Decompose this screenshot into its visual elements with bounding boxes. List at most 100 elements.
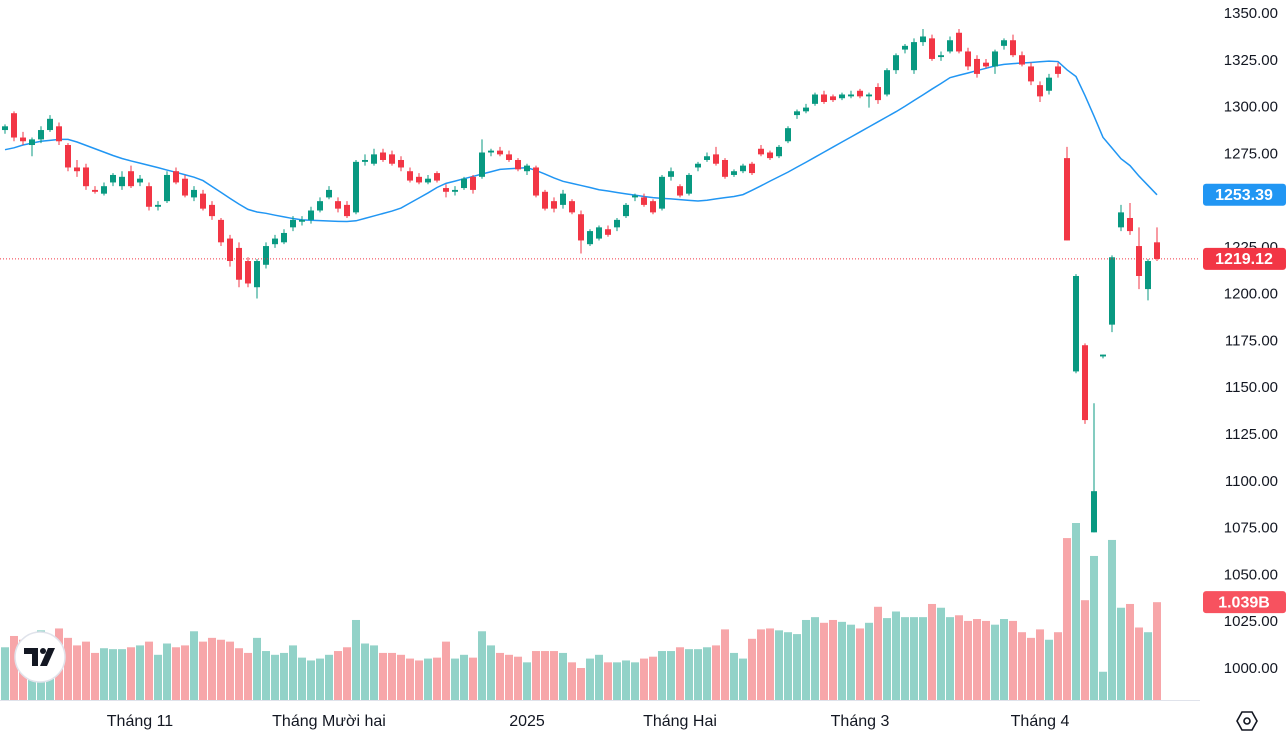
- candle-body: [1136, 246, 1142, 276]
- volume-bar: [982, 620, 990, 700]
- volume-bar: [280, 652, 288, 700]
- volume-bar: [100, 648, 108, 700]
- candle-body: [848, 94, 854, 97]
- settings-icon[interactable]: [1236, 711, 1258, 731]
- volume-bar: [1018, 632, 1026, 700]
- volume-bar: [487, 645, 495, 700]
- candle-body: [119, 176, 125, 187]
- candle-body: [389, 154, 395, 164]
- volume-bar: [649, 656, 657, 700]
- x-tick-label: Tháng Mười hai: [272, 713, 386, 730]
- volume-bar: [937, 607, 945, 700]
- candle-body: [1154, 242, 1160, 259]
- candle-body: [398, 159, 404, 168]
- candle-body: [1055, 66, 1061, 74]
- logo-circle[interactable]: [14, 631, 66, 683]
- candle-body: [173, 171, 179, 183]
- last-price-label-box: [1203, 247, 1286, 270]
- volume-bar: [316, 658, 324, 700]
- candle-body: [164, 174, 170, 202]
- volume-bar: [532, 651, 540, 700]
- volume-bar: [334, 651, 342, 700]
- x-tick-label: Tháng Hai: [643, 713, 717, 730]
- candle-body: [1028, 66, 1034, 82]
- candle-body: [758, 148, 764, 155]
- candle-body: [884, 70, 890, 95]
- volume-bar: [685, 649, 693, 700]
- volume-bar: [442, 641, 450, 700]
- volume-bar: [460, 654, 468, 700]
- volume-bar: [586, 658, 594, 700]
- candle-body: [110, 174, 116, 183]
- candle-body: [749, 163, 755, 174]
- volume-bar: [388, 652, 396, 700]
- candle-body: [740, 165, 746, 172]
- candle-body: [1046, 77, 1052, 91]
- volume-bar: [190, 631, 198, 700]
- candle-body: [911, 42, 917, 71]
- volume-bar: [1045, 639, 1053, 700]
- volume-bar: [172, 647, 180, 700]
- candle-body: [317, 201, 323, 211]
- volume-bar: [397, 654, 405, 700]
- candle-body: [1001, 40, 1007, 46]
- volume-bar: [235, 648, 243, 700]
- candle-body: [1037, 85, 1043, 97]
- logo-mark: [24, 648, 38, 666]
- volume-bar: [550, 651, 558, 700]
- volume-bar: [298, 657, 306, 700]
- volume-bar: [424, 658, 432, 700]
- volume-bar: [514, 656, 522, 700]
- volume-bar: [1144, 632, 1152, 700]
- volume-bar: [856, 628, 864, 700]
- candle-body: [938, 55, 944, 58]
- volume-bar: [199, 641, 207, 700]
- settings-icon-center: [1243, 717, 1251, 725]
- volume-bar: [883, 618, 891, 700]
- candle-body: [614, 219, 620, 228]
- volume-bar: [1108, 539, 1116, 700]
- candle-body: [1109, 257, 1115, 325]
- candle-body: [650, 201, 656, 213]
- candle-body: [497, 150, 503, 155]
- candle-body: [1064, 158, 1070, 241]
- volume-bar: [10, 635, 18, 700]
- candle-body: [290, 219, 296, 228]
- volume-bar: [226, 641, 234, 700]
- candle-body: [146, 186, 152, 207]
- candle-body: [1127, 217, 1133, 232]
- volume-bar: [505, 654, 513, 700]
- volume-bar: [523, 662, 531, 700]
- volume-bar: [163, 643, 171, 700]
- volume-bar: [712, 645, 720, 700]
- candle-body: [839, 94, 845, 99]
- tradingview-logo[interactable]: [14, 631, 66, 683]
- volume-bar: [829, 619, 837, 700]
- candle-body: [362, 159, 368, 162]
- settings-button[interactable]: [1236, 711, 1258, 731]
- candle-body: [1010, 40, 1016, 56]
- volume-bar: [820, 622, 828, 700]
- candle-body: [353, 161, 359, 213]
- candle-body: [335, 201, 341, 209]
- candle-body: [956, 32, 962, 52]
- candle-body: [488, 150, 494, 153]
- candle-body: [785, 128, 791, 142]
- x-tick-label: Tháng 3: [831, 713, 890, 730]
- volume-bar: [739, 658, 747, 700]
- candle-body: [56, 126, 62, 142]
- volume-bar: [766, 628, 774, 700]
- y-tick-label: 1075.00: [1224, 520, 1278, 537]
- volume-bar: [307, 660, 315, 700]
- volume-bar: [433, 657, 441, 700]
- volume-bar: [1000, 619, 1008, 700]
- volume-bar: [955, 615, 963, 700]
- volume-bar: [91, 652, 99, 700]
- volume-bar: [919, 617, 927, 700]
- volume-bar: [541, 651, 549, 700]
- candle-body: [551, 201, 557, 209]
- candle-body: [38, 130, 44, 140]
- volume-bar: [568, 662, 576, 700]
- volume-bar: [1009, 620, 1017, 700]
- candle-body: [65, 145, 71, 168]
